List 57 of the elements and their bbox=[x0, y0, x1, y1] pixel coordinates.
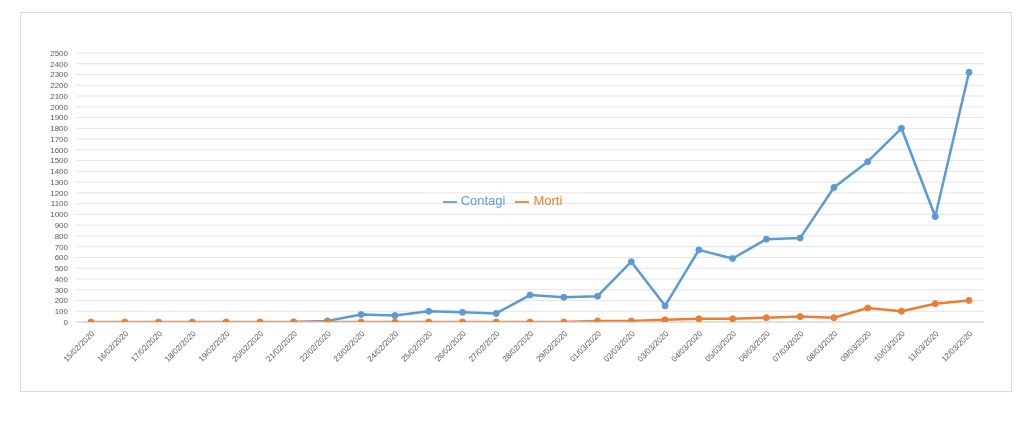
y-tick-label: 1900 bbox=[50, 113, 69, 123]
point bbox=[661, 316, 669, 322]
point bbox=[357, 310, 365, 318]
legend-label: Contagi bbox=[460, 193, 506, 209]
point bbox=[796, 313, 804, 321]
y-tick-label: 200 bbox=[54, 296, 69, 306]
point bbox=[931, 213, 939, 221]
point bbox=[897, 124, 905, 132]
point bbox=[695, 246, 703, 254]
y-tick-label: 600 bbox=[54, 253, 69, 263]
point bbox=[695, 315, 703, 322]
point bbox=[560, 293, 568, 301]
point bbox=[830, 184, 838, 191]
legend-label: Morti bbox=[533, 193, 563, 209]
y-tick-label: 1700 bbox=[50, 134, 69, 144]
point bbox=[627, 258, 635, 266]
point bbox=[864, 158, 872, 166]
point bbox=[526, 291, 534, 299]
point bbox=[796, 234, 804, 242]
point bbox=[594, 292, 602, 300]
y-tick-label: 1300 bbox=[50, 177, 69, 187]
y-tick-label: 1100 bbox=[50, 199, 69, 209]
y-tick-label: 2000 bbox=[50, 102, 69, 112]
y-tick-label: 400 bbox=[54, 274, 69, 284]
point bbox=[458, 308, 466, 316]
point bbox=[729, 315, 737, 322]
y-tick-label: 500 bbox=[54, 264, 69, 274]
y-tick-label: 1200 bbox=[50, 188, 69, 198]
y-tick-label: 300 bbox=[54, 285, 69, 295]
point bbox=[729, 255, 737, 263]
point bbox=[391, 312, 399, 320]
y-tick-label: 0 bbox=[63, 317, 69, 327]
y-tick-label: 100 bbox=[54, 307, 69, 317]
y-tick-label: 1600 bbox=[50, 145, 69, 155]
point bbox=[762, 314, 770, 322]
point bbox=[492, 309, 500, 317]
point bbox=[931, 300, 939, 308]
y-tick-label: 1000 bbox=[50, 210, 69, 220]
point bbox=[830, 314, 838, 322]
y-tick-label: 2500 bbox=[50, 48, 69, 58]
y-tick-label: 1400 bbox=[50, 167, 69, 177]
y-tick-label: 700 bbox=[54, 242, 69, 252]
point bbox=[425, 307, 433, 315]
y-tick-label: 800 bbox=[54, 231, 69, 241]
point bbox=[965, 296, 973, 304]
point bbox=[864, 304, 872, 312]
y-tick-label: 2300 bbox=[50, 70, 69, 80]
point bbox=[762, 235, 770, 243]
point bbox=[897, 307, 905, 315]
point bbox=[661, 302, 669, 310]
y-tick-label: 2400 bbox=[50, 59, 69, 69]
point bbox=[965, 68, 973, 76]
y-tick-label: 2200 bbox=[50, 81, 69, 91]
y-tick-label: 900 bbox=[54, 221, 69, 230]
y-tick-label: 1800 bbox=[50, 124, 69, 134]
y-tick-label: 1500 bbox=[50, 156, 69, 166]
y-tick-label: 2100 bbox=[50, 91, 69, 101]
